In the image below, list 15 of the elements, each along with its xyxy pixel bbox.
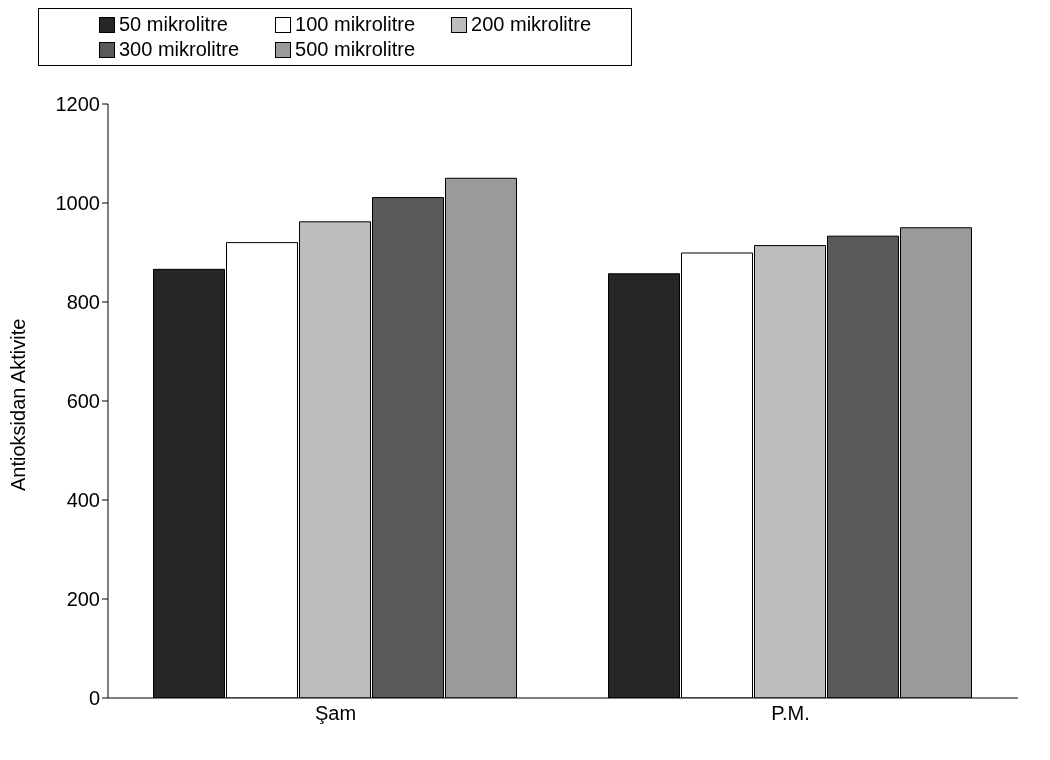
x-tick-label: Şam bbox=[314, 702, 357, 725]
legend-label: 300 mikrolitre bbox=[118, 38, 240, 61]
y-tick-label: 400 bbox=[66, 489, 100, 512]
y-tick-label: 1200 bbox=[55, 93, 100, 116]
legend-label: 100 mikrolitre bbox=[294, 13, 416, 36]
x-tick-label: P.M. bbox=[771, 702, 810, 725]
y-axis-title: Antioksidan Aktivite bbox=[7, 318, 30, 491]
y-tick-label: 0 bbox=[88, 687, 100, 710]
legend-label: 50 mikrolitre bbox=[118, 13, 229, 36]
y-tick-label: 800 bbox=[66, 291, 100, 314]
y-tick-label: 200 bbox=[66, 588, 100, 611]
y-tick-label: 1000 bbox=[55, 192, 100, 215]
legend-label: 200 mikrolitre bbox=[470, 13, 592, 36]
y-tick-label: 600 bbox=[66, 390, 100, 413]
legend-label: 500 mikrolitre bbox=[294, 38, 416, 61]
